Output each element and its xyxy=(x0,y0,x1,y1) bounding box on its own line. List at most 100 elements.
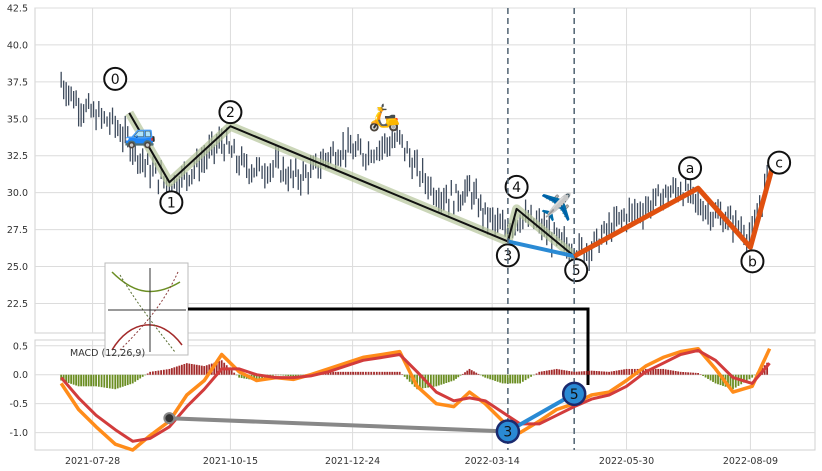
price-y-ticks: 22.5 25.0 27.5 30.0 32.5 35.0 37.5 40.0 42.5 xyxy=(7,4,28,310)
macd-histogram-bar xyxy=(504,374,507,384)
macd-histogram-bar xyxy=(595,371,598,375)
macd-histogram-bar xyxy=(664,369,667,375)
macd-histogram-bar xyxy=(272,374,274,376)
macd-histogram-bar xyxy=(185,363,188,375)
macd-histogram-bar xyxy=(521,374,524,382)
macd-histogram-bar xyxy=(610,371,613,375)
macd-histogram-bar xyxy=(378,371,381,375)
macd-histogram-bar xyxy=(618,370,620,375)
macd-histogram-bar xyxy=(699,374,702,375)
macd-histogram-bar xyxy=(435,374,438,387)
macd-histogram-bar xyxy=(398,371,401,375)
macd-histogram-bar xyxy=(200,365,203,375)
macd-histogram-bar xyxy=(408,374,411,382)
macd-histogram-bar xyxy=(709,374,712,381)
divergence-line xyxy=(169,416,508,434)
macd-histogram-bar xyxy=(657,368,660,375)
x-ticks: 2021-07-28 2021-10-15 2021-12-24 2022-03-14… xyxy=(65,456,778,467)
macd-histogram-bar xyxy=(401,374,404,375)
macd-histogram-bar xyxy=(442,374,445,384)
macd-histogram-bar xyxy=(573,371,576,375)
macd-histogram-bar xyxy=(297,374,300,376)
macd-histogram-bar xyxy=(352,371,354,375)
macd-histogram-bar xyxy=(144,374,147,376)
macd-histogram-bar xyxy=(729,374,732,389)
airplane-icon: ✈️ xyxy=(540,191,572,223)
macd-histogram-bar xyxy=(134,374,137,382)
macd-marker-circle xyxy=(561,381,587,407)
macd-histogram-bar xyxy=(238,374,241,378)
macd-histogram-bar xyxy=(375,371,378,375)
macd-histogram-bar xyxy=(393,371,396,375)
wave-label-circle xyxy=(495,243,520,268)
macd-histogram-bar xyxy=(473,371,475,375)
macd-histogram-bar xyxy=(354,371,357,375)
macd-histogram-bar xyxy=(535,373,538,375)
macd-line xyxy=(59,346,772,452)
macd-histogram-bar xyxy=(75,374,78,386)
macd-histogram-bar xyxy=(486,374,489,379)
macd-histogram-bar xyxy=(489,374,492,380)
macd-histogram-bar xyxy=(233,372,236,375)
connector-line xyxy=(188,307,590,385)
macd-histogram-bar xyxy=(674,371,677,375)
macd-histogram-bar xyxy=(524,374,527,381)
macd-histogram-bar xyxy=(421,374,424,389)
macd-histogram-bar xyxy=(459,374,462,376)
macd-histogram-bar xyxy=(168,368,171,375)
macd-histogram-bar xyxy=(218,361,221,375)
macd-histogram-bar xyxy=(386,371,389,375)
macd-histogram-bar xyxy=(727,374,729,388)
macd-histogram-bar xyxy=(687,372,690,375)
macd-histogram-bar xyxy=(116,374,119,389)
macd-histogram-bar xyxy=(362,371,364,375)
macd-histogram-bar xyxy=(491,374,494,381)
macd-histogram-bar xyxy=(677,371,680,375)
macd-histogram-bar xyxy=(613,371,615,375)
macd-histogram-bar xyxy=(131,374,134,384)
macd-histogram-bar xyxy=(299,374,302,376)
macd-histogram-bar xyxy=(679,371,682,375)
macd-histogram-bar xyxy=(129,374,132,385)
macd-histogram-bar xyxy=(563,370,566,375)
macd-histogram-bar xyxy=(344,371,347,375)
macd-legend: MACD (12,26,9) xyxy=(70,348,145,359)
macd-histogram-bar xyxy=(580,371,583,375)
macd-histogram-bar xyxy=(717,374,719,385)
macd-histogram-bar xyxy=(173,367,176,375)
macd-histogram-bar xyxy=(447,374,450,383)
macd-histogram-bar xyxy=(560,369,563,375)
macd-histogram-bar xyxy=(633,368,636,375)
macd-histogram-bar xyxy=(342,371,345,375)
macd-histogram-bar xyxy=(243,374,246,379)
macd-histogram-bar xyxy=(455,374,457,379)
macd-histogram-bar xyxy=(511,374,514,384)
macd-histogram-bar xyxy=(468,368,471,375)
macd-histogram-bar xyxy=(72,374,75,385)
macd-histogram-bar xyxy=(477,373,480,375)
macd-histogram-bar xyxy=(590,370,593,375)
macd-histogram-bar xyxy=(160,370,163,375)
macd-histogram-bar xyxy=(119,374,122,388)
macd-histogram-bar xyxy=(659,368,662,375)
wave-label-4: 4 xyxy=(512,180,521,196)
macd-histogram-bar xyxy=(146,373,149,375)
macd-histogram-bar xyxy=(203,366,206,375)
macd-histogram-bar xyxy=(100,374,103,388)
macd-histogram-bar xyxy=(558,369,561,375)
macd-y-tick-label: 0.5 xyxy=(13,341,28,352)
macd-histogram-bar xyxy=(631,368,633,375)
wave-3-5-line xyxy=(507,239,575,259)
macd-histogram-bar xyxy=(540,371,543,375)
signal-line xyxy=(60,348,771,443)
macd-histogram-bar xyxy=(457,374,460,378)
macd-histogram-bar xyxy=(149,371,152,375)
wave-label-circle xyxy=(767,150,792,175)
macd-histogram-bar xyxy=(292,374,295,377)
wave-label-a: a xyxy=(686,161,695,177)
wave-label-circle xyxy=(218,100,243,125)
macd-histogram-bar xyxy=(396,371,399,375)
macd-histogram-bar xyxy=(494,374,497,381)
macd-histogram-bar xyxy=(672,370,675,375)
